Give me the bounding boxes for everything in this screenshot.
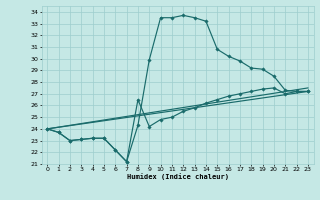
X-axis label: Humidex (Indice chaleur): Humidex (Indice chaleur) — [127, 173, 228, 180]
